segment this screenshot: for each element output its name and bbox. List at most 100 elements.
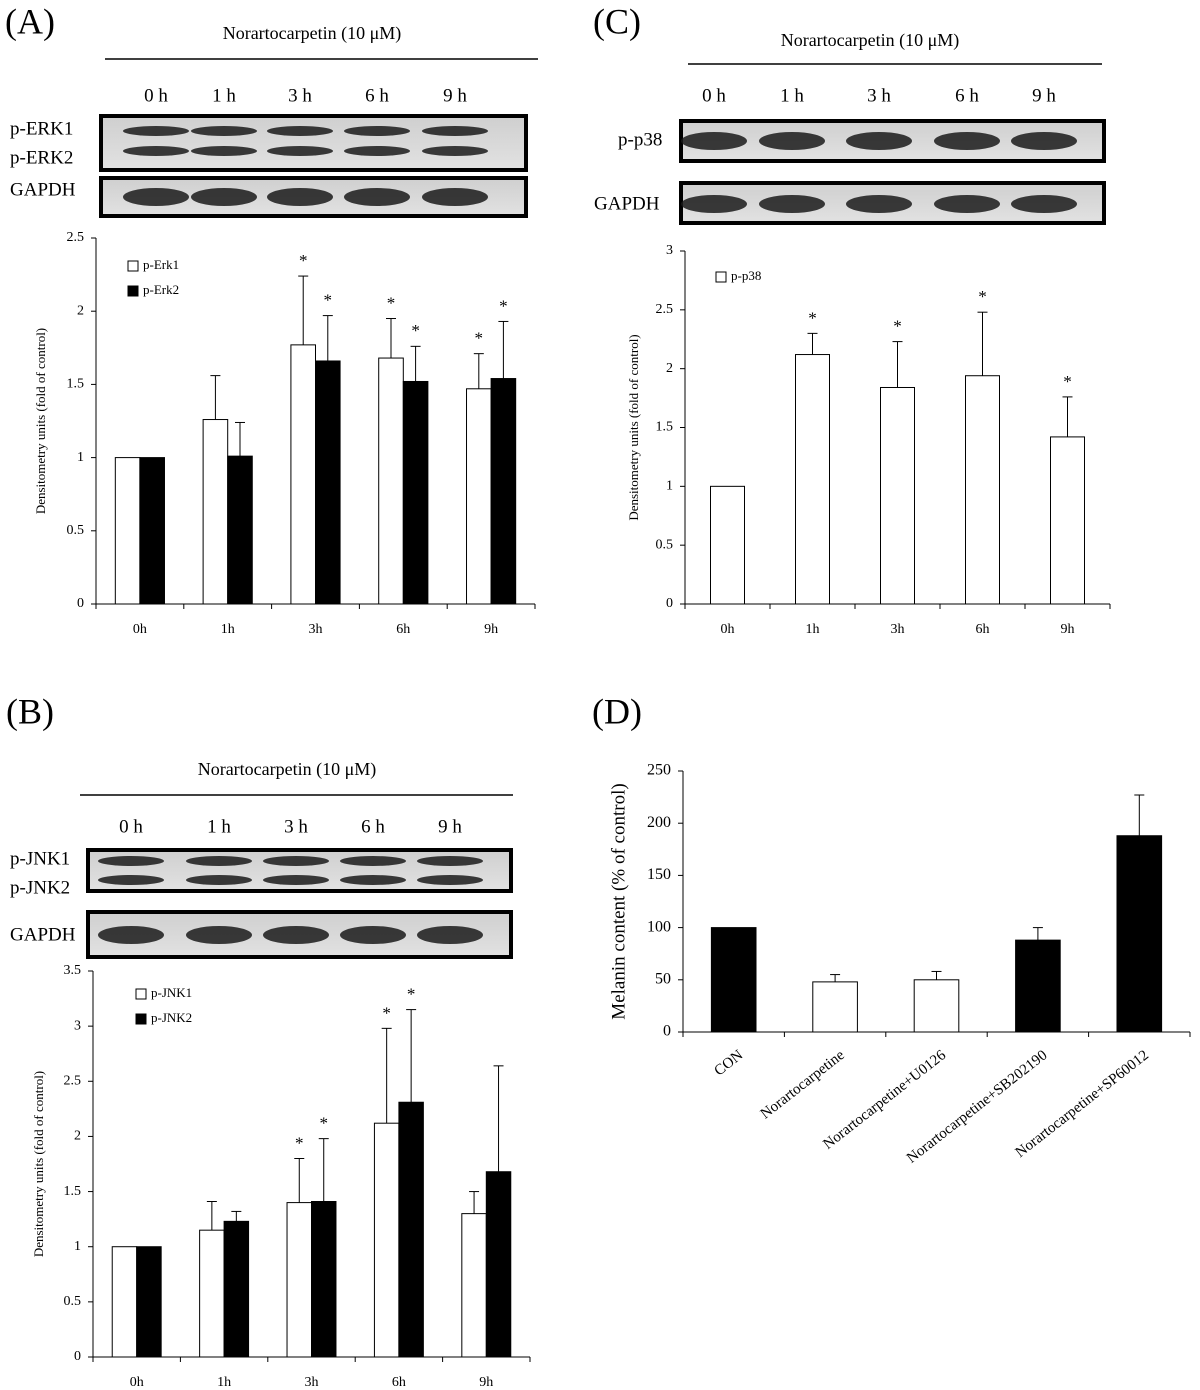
legend-label: p-Erk1 bbox=[143, 257, 179, 272]
legend-label: p-p38 bbox=[731, 268, 761, 283]
legend-swatch bbox=[135, 988, 147, 1000]
y-tick-label: 50 bbox=[655, 970, 671, 987]
x-tick-label: Norartocarpetine bbox=[758, 1047, 848, 1122]
legend-label: p-Erk2 bbox=[143, 282, 179, 297]
blot-band bbox=[422, 146, 488, 156]
blot-band bbox=[417, 875, 483, 885]
blot-label: p-JNK2 bbox=[10, 877, 70, 898]
bar bbox=[227, 455, 253, 605]
legend-label: p-JNK2 bbox=[151, 1010, 192, 1025]
error-bar bbox=[386, 318, 397, 359]
blot-band bbox=[123, 146, 189, 156]
y-axis-label: Densitometry units (fold of control) bbox=[33, 328, 48, 514]
blot-band bbox=[186, 875, 252, 885]
lane-label: 1 h bbox=[207, 816, 231, 837]
lane-label: 6 h bbox=[955, 85, 979, 106]
blot-band bbox=[186, 926, 252, 944]
blot-band bbox=[191, 126, 257, 136]
lane-label: 9 h bbox=[438, 816, 462, 837]
y-tick-label: 0.5 bbox=[64, 1294, 82, 1309]
blot-label: GAPDH bbox=[594, 193, 660, 214]
error-bar bbox=[807, 332, 818, 355]
bar bbox=[710, 485, 745, 605]
blot-label: p-p38 bbox=[618, 129, 662, 150]
blot-band bbox=[417, 926, 483, 944]
significance-mark: * bbox=[387, 293, 396, 312]
y-tick-label: 0 bbox=[663, 1023, 671, 1040]
lane-label: 0 h bbox=[144, 85, 168, 106]
bar bbox=[1116, 835, 1163, 1033]
bar bbox=[286, 1202, 313, 1358]
y-tick-label: 1 bbox=[74, 1239, 81, 1254]
error-bar bbox=[1062, 396, 1073, 437]
bar bbox=[373, 1122, 400, 1358]
treatment-label: Norartocarpetin (10 μM) bbox=[223, 23, 402, 44]
y-tick-label: 3.5 bbox=[64, 963, 82, 978]
x-tick-label: 9h bbox=[1061, 622, 1075, 637]
error-bar bbox=[206, 1200, 217, 1231]
blot-label: p-ERK2 bbox=[10, 147, 73, 168]
error-bar bbox=[318, 1138, 329, 1202]
bar bbox=[880, 386, 915, 605]
bar bbox=[111, 1246, 138, 1358]
blot-band bbox=[846, 132, 912, 150]
significance-mark: * bbox=[319, 1114, 328, 1133]
legend-swatch bbox=[135, 1013, 147, 1025]
blot bbox=[99, 114, 528, 172]
significance-mark: * bbox=[299, 251, 308, 270]
blot-band bbox=[191, 188, 257, 206]
blot-band bbox=[123, 188, 189, 206]
blot-label: GAPDH bbox=[10, 179, 76, 200]
blot-band bbox=[1011, 195, 1077, 213]
blot-band bbox=[263, 875, 329, 885]
blot-band bbox=[186, 856, 252, 866]
legend-swatch bbox=[127, 285, 139, 297]
blot-band bbox=[422, 126, 488, 136]
blot-band bbox=[340, 926, 406, 944]
lane-label: 0 h bbox=[119, 816, 143, 837]
x-tick-label: 0h bbox=[130, 1375, 144, 1390]
x-tick-label: 6h bbox=[976, 622, 990, 637]
significance-mark: * bbox=[295, 1133, 304, 1152]
x-tick-label: 1h bbox=[221, 622, 235, 637]
blot-band bbox=[934, 132, 1000, 150]
bar bbox=[485, 1171, 512, 1358]
x-tick-label: 3h bbox=[305, 1375, 319, 1390]
blot-band bbox=[681, 195, 747, 213]
y-tick-label: 150 bbox=[647, 866, 671, 883]
bar bbox=[136, 1246, 162, 1358]
lane-label: 9 h bbox=[1032, 85, 1056, 106]
lane-label: 1 h bbox=[212, 85, 236, 106]
significance-mark: * bbox=[324, 290, 333, 309]
y-tick-label: 2.5 bbox=[64, 1074, 82, 1089]
y-tick-label: 1 bbox=[77, 450, 84, 465]
y-tick-label: 100 bbox=[647, 918, 671, 935]
bar bbox=[315, 360, 341, 605]
blot-band bbox=[422, 188, 488, 206]
blot-band bbox=[267, 146, 333, 156]
x-tick-label: 3h bbox=[309, 622, 323, 637]
blot-band bbox=[123, 126, 189, 136]
x-tick-label: 0h bbox=[721, 622, 735, 637]
blot-band bbox=[344, 146, 410, 156]
y-tick-label: 250 bbox=[647, 762, 671, 779]
blot-band bbox=[340, 856, 406, 866]
y-tick-label: 200 bbox=[647, 814, 671, 831]
bar bbox=[311, 1200, 337, 1358]
panel-label: (D) bbox=[592, 691, 642, 731]
bar bbox=[202, 419, 229, 605]
panel-label: (B) bbox=[6, 691, 54, 731]
blot-band bbox=[267, 188, 333, 206]
bar bbox=[795, 354, 830, 605]
significance-mark: * bbox=[808, 308, 817, 327]
bar bbox=[223, 1220, 250, 1358]
error-bar bbox=[977, 311, 988, 376]
y-tick-label: 2 bbox=[77, 303, 84, 318]
bar bbox=[139, 457, 165, 605]
blot-band bbox=[846, 195, 912, 213]
y-tick-label: 2 bbox=[666, 361, 673, 376]
bar bbox=[812, 981, 858, 1033]
x-tick-label: 1h bbox=[806, 622, 820, 637]
bar bbox=[1015, 939, 1061, 1033]
blot-band bbox=[98, 856, 164, 866]
